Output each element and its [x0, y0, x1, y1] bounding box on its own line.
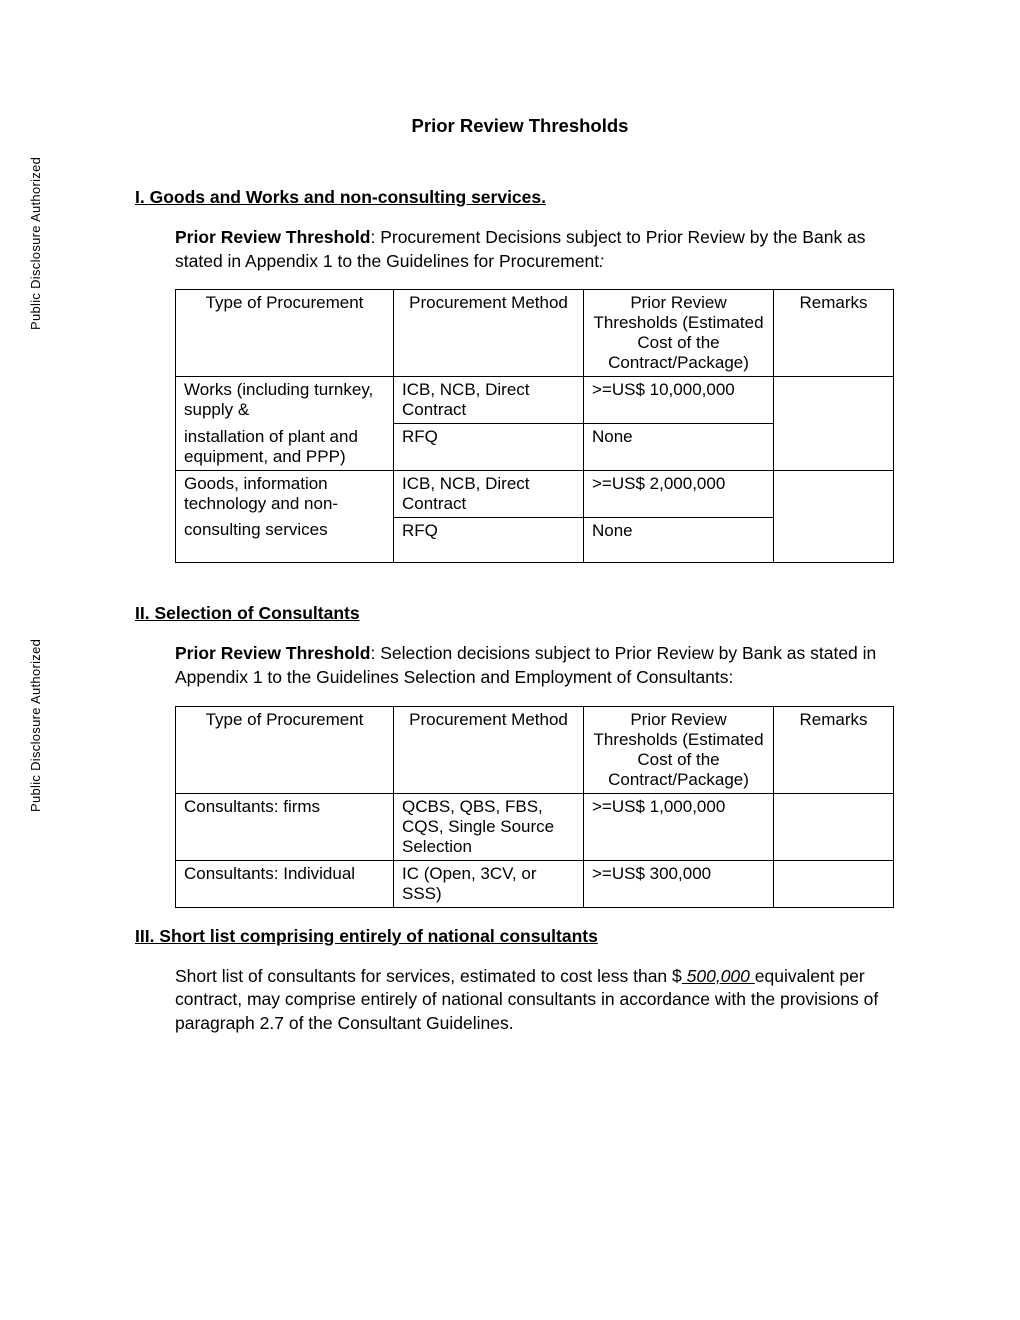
table-row: installation of plant and equipment, and…	[176, 424, 894, 471]
cell-remarks	[774, 424, 894, 471]
disclosure-label-1: Public Disclosure Authorized	[28, 157, 43, 330]
cell-remarks	[774, 470, 894, 517]
section-2: II. Selection of Consultants Prior Revie…	[135, 603, 905, 907]
section3-text: Short list of consultants for services, …	[175, 965, 905, 1036]
cell-method: ICB, NCB, Direct Contract	[394, 470, 584, 517]
section3-amount: 500,000	[682, 966, 755, 986]
section3-heading: III. Short list comprising entirely of n…	[135, 926, 905, 947]
cell-type: consulting services	[176, 517, 394, 563]
section-1: I. Goods and Works and non-consulting se…	[135, 187, 905, 563]
cell-threshold: None	[584, 424, 774, 471]
section2-heading: II. Selection of Consultants	[135, 603, 905, 624]
th-remarks: Remarks	[774, 706, 894, 793]
th-type: Type of Procurement	[176, 706, 394, 793]
page-title: Prior Review Thresholds	[135, 115, 905, 137]
cell-threshold: >=US$ 1,000,000	[584, 793, 774, 860]
cell-type: installation of plant and equipment, and…	[176, 424, 394, 471]
th-threshold: Prior Review Thresholds (Estimated Cost …	[584, 706, 774, 793]
table-1: Type of Procurement Procurement Method P…	[175, 289, 894, 563]
table-row: Consultants: Individual IC (Open, 3CV, o…	[176, 860, 894, 907]
cell-method: RFQ	[394, 424, 584, 471]
cell-method: IC (Open, 3CV, or SSS)	[394, 860, 584, 907]
section1-intro-bold: Prior Review Threshold	[175, 227, 370, 247]
cell-remarks	[774, 860, 894, 907]
disclosure-label-2: Public Disclosure Authorized	[28, 639, 43, 812]
cell-remarks	[774, 377, 894, 424]
table-row: Consultants: firms QCBS, QBS, FBS, CQS, …	[176, 793, 894, 860]
table-row: consulting services RFQ None	[176, 517, 894, 563]
table-row: Goods, information technology and non- I…	[176, 470, 894, 517]
th-method: Procurement Method	[394, 706, 584, 793]
cell-threshold: >=US$ 10,000,000	[584, 377, 774, 424]
cell-type: Goods, information technology and non-	[176, 470, 394, 517]
section3-text-a: Short list of consultants for services, …	[175, 966, 682, 986]
cell-threshold: >=US$ 300,000	[584, 860, 774, 907]
section2-intro: Prior Review Threshold: Selection decisi…	[175, 642, 905, 689]
section-3: III. Short list comprising entirely of n…	[135, 926, 905, 1036]
cell-method: QCBS, QBS, FBS, CQS, Single Source Selec…	[394, 793, 584, 860]
th-type: Type of Procurement	[176, 290, 394, 377]
table-row: Works (including turnkey, supply & ICB, …	[176, 377, 894, 424]
table-header-row: Type of Procurement Procurement Method P…	[176, 706, 894, 793]
cell-threshold: None	[584, 517, 774, 563]
cell-threshold: >=US$ 2,000,000	[584, 470, 774, 517]
cell-remarks	[774, 793, 894, 860]
section1-intro-punct: :	[599, 251, 604, 271]
cell-remarks	[774, 517, 894, 563]
section2-intro-bold: Prior Review Threshold	[175, 643, 370, 663]
cell-type: Consultants: Individual	[176, 860, 394, 907]
cell-method: RFQ	[394, 517, 584, 563]
table-header-row: Type of Procurement Procurement Method P…	[176, 290, 894, 377]
section1-intro: Prior Review Threshold: Procurement Deci…	[175, 226, 905, 273]
th-remarks: Remarks	[774, 290, 894, 377]
cell-method: ICB, NCB, Direct Contract	[394, 377, 584, 424]
cell-type: Works (including turnkey, supply &	[176, 377, 394, 424]
th-threshold: Prior Review Thresholds (Estimated Cost …	[584, 290, 774, 377]
th-method: Procurement Method	[394, 290, 584, 377]
table-2: Type of Procurement Procurement Method P…	[175, 706, 894, 908]
page-content: Prior Review Thresholds I. Goods and Wor…	[0, 0, 1020, 1095]
section1-heading: I. Goods and Works and non-consulting se…	[135, 187, 905, 208]
cell-type: Consultants: firms	[176, 793, 394, 860]
